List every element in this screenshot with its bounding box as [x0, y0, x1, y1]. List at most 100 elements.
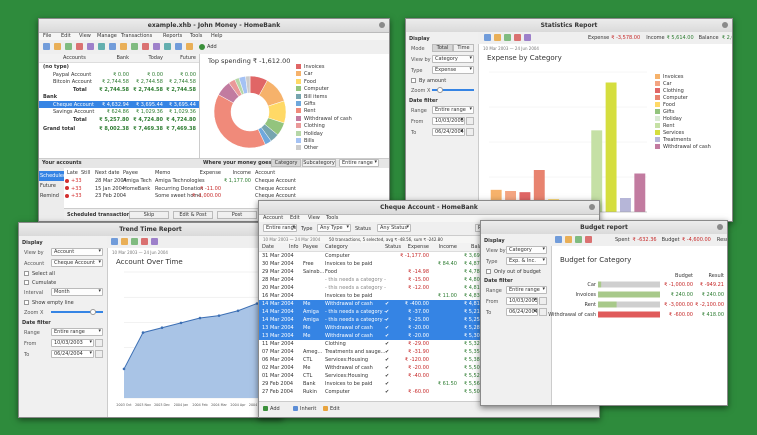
- scheduled-cell: Recurring Donation: [155, 185, 204, 192]
- checkbox: [24, 300, 29, 305]
- field-label: Account: [24, 261, 45, 267]
- side-tab[interactable]: Scheduled: [39, 171, 67, 181]
- combo-box[interactable]: Entire range: [263, 224, 297, 232]
- cell: ✔: [385, 357, 390, 363]
- button[interactable]: Total: [432, 44, 453, 52]
- cell: Computer: [325, 389, 350, 395]
- slider-knob[interactable]: [89, 309, 96, 315]
- close-button[interactable]: [722, 22, 728, 28]
- close-button[interactable]: [379, 22, 385, 28]
- close-button[interactable]: [717, 224, 723, 230]
- point: [236, 309, 240, 313]
- button[interactable]: Skip: [129, 211, 169, 219]
- combo-box[interactable]: Entire range: [339, 159, 379, 167]
- date-entry[interactable]: 10/03/2003: [432, 117, 465, 125]
- menu-item[interactable]: Tools: [190, 33, 203, 39]
- date-entry[interactable]: 06/24/2004: [51, 350, 94, 358]
- column-header: Expense: [407, 244, 429, 250]
- combo-box[interactable]: Entire range: [506, 286, 547, 294]
- date-entry[interactable]: 10/03/2003: [506, 297, 538, 305]
- cell: 29 Mar 2004: [262, 269, 294, 275]
- amount: ₹ 1,029.36: [168, 109, 196, 115]
- scheduled-cell: 28 Mar 2004: [95, 178, 127, 184]
- menu-item[interactable]: View: [308, 215, 320, 221]
- bar: [634, 173, 646, 212]
- combo-box[interactable]: Expense: [432, 66, 474, 74]
- field-label: From: [411, 119, 424, 125]
- x-tick-label: 2004 Jan: [174, 403, 189, 407]
- menu-item[interactable]: Edit: [61, 33, 71, 39]
- toolbar-button[interactable]: Add: [270, 406, 280, 412]
- menu-item[interactable]: Tools: [326, 215, 339, 221]
- late-icon: [65, 186, 69, 190]
- menu-item[interactable]: Edit: [290, 215, 300, 221]
- cell: Me: [303, 333, 311, 339]
- menu-item[interactable]: Reports: [163, 33, 183, 39]
- date-entry[interactable]: 10/03/2003: [51, 339, 94, 347]
- main-window: example.xhb - John Money - HomeBank File E…: [38, 18, 390, 222]
- field-label: Range: [411, 108, 427, 114]
- combo-box[interactable]: Entire range: [51, 328, 103, 336]
- button[interactable]: Post: [217, 211, 257, 219]
- menu-item[interactable]: Account: [263, 215, 284, 221]
- toolbar-button[interactable]: Inherit: [300, 406, 317, 412]
- menu-item[interactable]: Manage: [97, 33, 117, 39]
- date-entry[interactable]: 06/24/2004: [432, 128, 465, 136]
- amount: ₹ 2,744.58: [168, 79, 196, 85]
- field-label: Range: [24, 330, 40, 336]
- menu-item[interactable]: Transactions: [121, 33, 153, 39]
- slider-knob[interactable]: [437, 87, 444, 93]
- cell: Invoices to be paid: [325, 293, 373, 299]
- summary-text: ₹ -632.36: [632, 237, 657, 243]
- toolbar-icon: [153, 43, 160, 50]
- combo-box[interactable]: Entire range: [432, 106, 474, 114]
- cell: 14 Mar 2004: [262, 301, 294, 307]
- combo-box[interactable]: Any Type: [317, 224, 351, 232]
- amount: ₹ 3,695.44: [168, 101, 196, 108]
- amount: ₹ 0.00: [113, 71, 129, 78]
- combo-box[interactable]: Any Status: [377, 224, 411, 232]
- amount: ₹ 624.86: [106, 109, 129, 115]
- button[interactable]: Category: [271, 159, 301, 167]
- report-area: Budget for Category Budget Result Car ₹ -1,0…: [548, 246, 727, 405]
- side-tab[interactable]: Future: [40, 183, 56, 189]
- cell: 06 Mar 2004: [262, 357, 294, 363]
- summary-text: ₹ -3,578.00: [611, 35, 641, 41]
- scheduled-cell: Amiga Tech: [123, 178, 152, 184]
- menu-item[interactable]: File: [43, 33, 52, 39]
- amount: ₹ 5,257.80: [99, 116, 129, 123]
- close-button[interactable]: [589, 204, 595, 210]
- cell: ✔: [385, 365, 390, 371]
- filter-label: Status: [355, 226, 371, 232]
- chart-title: Account Over Time: [116, 258, 183, 266]
- window-content: Display View by Account Account Cheque Accou…: [19, 236, 282, 417]
- side-tab[interactable]: Remind: [40, 193, 59, 199]
- combo-box[interactable]: Account: [51, 248, 103, 256]
- cell: Withdrawal of cash: [325, 325, 373, 331]
- cell: ✔: [385, 381, 390, 387]
- column-header: Status: [385, 244, 401, 250]
- toolbar-button[interactable]: Edit: [330, 406, 340, 412]
- legend-swatch: [296, 130, 301, 136]
- cell: ₹ -29.00: [408, 341, 429, 347]
- checkbox-label: Select all: [32, 271, 55, 277]
- date-entry[interactable]: 06/24/2004: [506, 308, 538, 316]
- combo-box[interactable]: Category: [506, 246, 547, 254]
- combo-box[interactable]: Category: [432, 55, 474, 63]
- button[interactable]: Time: [453, 44, 474, 52]
- menu-item[interactable]: Help: [211, 33, 223, 39]
- button[interactable]: Edit & Post: [173, 211, 213, 219]
- cell: ₹ 5,256.02: [463, 317, 491, 323]
- add-button[interactable]: Add: [207, 44, 217, 50]
- button[interactable]: Subcategory: [302, 159, 336, 167]
- combo-box[interactable]: Month: [51, 288, 103, 296]
- footer-title: Scheduled transactions: [67, 212, 134, 218]
- combo-box[interactable]: Cheque Account: [51, 259, 103, 267]
- menu-item[interactable]: View: [79, 33, 91, 39]
- cell: ₹ -40.00: [408, 373, 429, 379]
- cell: ₹ 5,521.92: [463, 373, 491, 379]
- cell: ₹ 5,501.92: [463, 365, 491, 371]
- combo-box[interactable]: Exp. & Inc.: [506, 257, 547, 265]
- area: [124, 291, 276, 398]
